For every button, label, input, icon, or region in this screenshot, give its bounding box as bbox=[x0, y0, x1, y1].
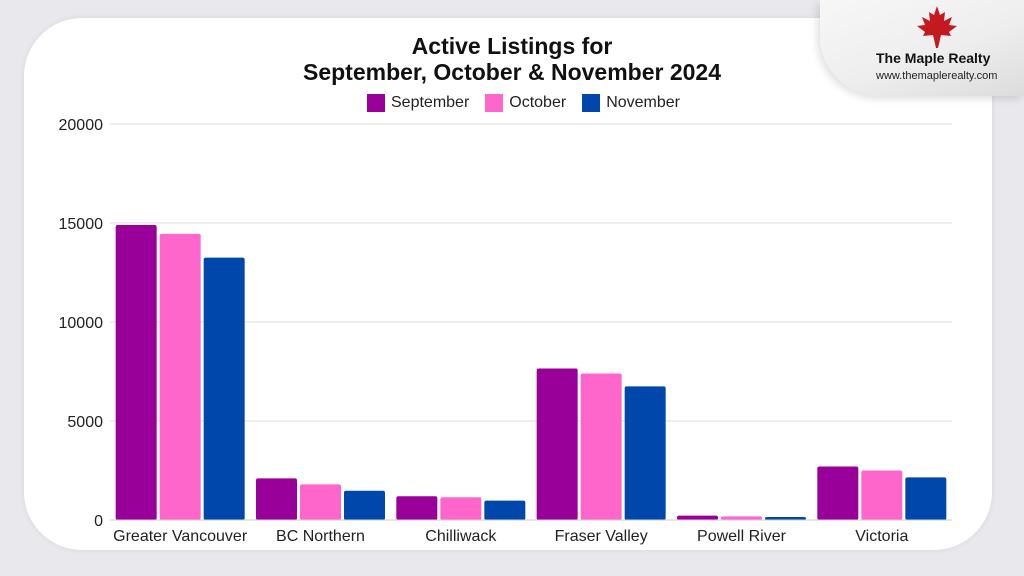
legend-item-october: October bbox=[485, 94, 566, 112]
x-tick-label: Powell River bbox=[697, 528, 787, 545]
bar-november-2 bbox=[484, 500, 526, 520]
y-tick-label: 15000 bbox=[59, 216, 104, 233]
bar-october-1 bbox=[300, 484, 341, 520]
bar-november-0 bbox=[203, 257, 245, 520]
bar-september-0 bbox=[115, 224, 157, 521]
bar-november-5 bbox=[905, 477, 947, 520]
bar-october-5 bbox=[861, 470, 903, 520]
y-tick-label: 0 bbox=[94, 513, 103, 530]
brand-url: www.themaplerealty.com bbox=[876, 70, 998, 82]
bar-october-3 bbox=[580, 373, 622, 520]
bar-november-4 bbox=[765, 517, 806, 520]
bar-october-0 bbox=[159, 233, 201, 520]
chart-title-line2: September, October & November 2024 bbox=[303, 59, 721, 85]
legend-swatch-september bbox=[367, 94, 385, 112]
corner-fold bbox=[820, 0, 1024, 96]
legend-swatch-november bbox=[582, 94, 601, 112]
legend-label-november: November bbox=[606, 94, 680, 111]
x-tick-label: Victoria bbox=[855, 528, 908, 545]
bar-september-5 bbox=[817, 466, 859, 520]
maple-leaf-icon bbox=[917, 6, 957, 48]
x-tick-label: Greater Vancouver bbox=[113, 528, 248, 545]
legend-label-september: September bbox=[391, 94, 470, 111]
legend-swatch-october bbox=[485, 94, 504, 112]
bar-september-3 bbox=[536, 368, 578, 520]
legend-item-september: September bbox=[367, 94, 469, 112]
legend-label-october: October bbox=[509, 94, 567, 111]
bar-october-2 bbox=[440, 497, 482, 520]
bar-november-1 bbox=[344, 490, 385, 520]
bar-september-4 bbox=[677, 515, 718, 520]
x-tick-label: BC Northern bbox=[276, 528, 365, 545]
brand-name: The Maple Realty bbox=[876, 50, 991, 66]
bar-november-3 bbox=[624, 386, 666, 520]
bar-october-4 bbox=[721, 516, 762, 520]
chart-title-line1: Active Listings for bbox=[411, 33, 613, 59]
bar-september-2 bbox=[396, 496, 438, 520]
legend-item-november: November bbox=[582, 94, 680, 112]
y-tick-label: 5000 bbox=[67, 414, 103, 431]
x-tick-label: Chilliwack bbox=[425, 528, 497, 545]
bar-september-1 bbox=[256, 478, 297, 520]
y-tick-label: 10000 bbox=[59, 315, 104, 332]
y-tick-label: 20000 bbox=[59, 117, 104, 134]
chart-legend: September October November bbox=[367, 94, 680, 112]
x-tick-label: Fraser Valley bbox=[555, 528, 648, 545]
